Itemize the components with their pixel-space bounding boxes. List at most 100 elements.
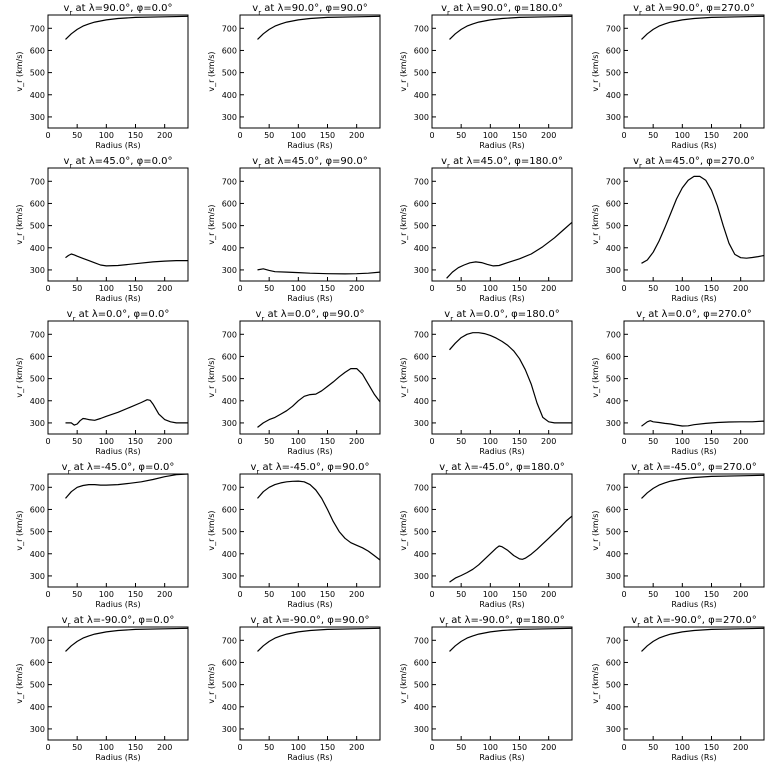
panel-title: vr at λ=0.0°, φ=0.0° [67, 309, 170, 323]
x-tick-label: 0 [621, 590, 626, 599]
panel-title: vr at λ=-45.0°, φ=270.0° [631, 462, 756, 476]
x-tick-label: 0 [45, 590, 50, 599]
phi-symbol: φ [133, 309, 140, 320]
x-tick-label: 100 [483, 131, 498, 140]
title-phi-value: =90.0 [332, 3, 363, 14]
title-v-text: v [439, 615, 445, 626]
y-tick-label: 700 [222, 24, 237, 33]
phi-symbol: φ [327, 615, 334, 626]
y-axis-label: v_r (km/s) [207, 51, 216, 91]
x-tick-label: 100 [99, 590, 114, 599]
title-lambda-value: =0.0 [98, 309, 122, 320]
y-tick-label: 600 [30, 352, 45, 361]
y-tick-label: 300 [222, 572, 237, 581]
x-tick-label: 0 [45, 437, 50, 446]
panel-title: vr at λ=45.0°, φ=270.0° [633, 156, 755, 170]
x-tick-label: 100 [675, 743, 690, 752]
degree-symbol: ° [692, 309, 697, 320]
series-line [641, 15, 765, 40]
y-tick-label: 600 [30, 505, 45, 514]
x-tick-label: 200 [349, 437, 364, 446]
title-v-text: v [444, 309, 450, 320]
y-tick-label: 400 [30, 91, 45, 100]
title-lambda-value: =45.0 [95, 156, 126, 167]
x-tick-label: 0 [621, 284, 626, 293]
lambda-symbol: λ [276, 462, 282, 473]
x-tick-label: 50 [456, 437, 466, 446]
title-phi-value: =270.0 [715, 615, 752, 626]
title-separator: , [702, 462, 708, 473]
panel-title: vr at λ=-90.0°, φ=270.0° [631, 615, 756, 629]
x-tick-label: 50 [72, 743, 82, 752]
y-tick-label: 600 [606, 46, 621, 55]
y-tick-label: 500 [30, 69, 45, 78]
degree-symbol: ° [125, 3, 130, 14]
x-tick-label: 100 [675, 590, 690, 599]
x-tick-label: 150 [512, 590, 527, 599]
x-tick-label: 150 [128, 743, 143, 752]
panel-title: vr at λ=-90.0°, φ=180.0° [439, 615, 564, 629]
degree-symbol: ° [503, 156, 508, 167]
series-line [257, 368, 381, 428]
degree-symbol: ° [752, 615, 757, 626]
panel-title: vr at λ=90.0°, φ=0.0° [63, 3, 172, 17]
series-line [65, 253, 188, 267]
title-v-text: v [63, 3, 69, 14]
y-tick-label: 400 [30, 703, 45, 712]
title-r-subscript: r [637, 621, 640, 629]
title-separator: , [505, 309, 511, 320]
plot-frame [47, 167, 189, 282]
degree-symbol: ° [695, 156, 700, 167]
title-separator: , [130, 156, 136, 167]
y-tick-label: 600 [606, 505, 621, 514]
y-tick-label: 500 [222, 69, 237, 78]
plot-frame [623, 320, 765, 435]
title-r-subscript: r [639, 9, 642, 17]
degree-symbol: ° [558, 156, 563, 167]
y-axis-label: v_r (km/s) [591, 204, 600, 244]
x-tick-label: 50 [264, 131, 274, 140]
x-tick-label: 100 [483, 284, 498, 293]
x-axis-label: Radius (Rs) [95, 447, 140, 456]
series-line [65, 627, 189, 652]
x-tick-label: 200 [349, 590, 364, 599]
x-tick-label: 150 [128, 284, 143, 293]
x-tick-label: 150 [512, 131, 527, 140]
title-at-text: at [448, 615, 464, 626]
y-tick-label: 600 [606, 199, 621, 208]
title-at-text: at [259, 462, 275, 473]
lambda-symbol: λ [87, 615, 93, 626]
y-tick-label: 600 [606, 352, 621, 361]
degree-symbol: ° [697, 615, 702, 626]
x-tick-label: 0 [45, 743, 50, 752]
y-tick-label: 300 [30, 419, 45, 428]
y-tick-label: 400 [606, 91, 621, 100]
x-tick-label: 200 [157, 131, 172, 140]
x-tick-label: 150 [320, 284, 335, 293]
y-tick-label: 600 [414, 658, 429, 667]
degree-symbol: ° [695, 3, 700, 14]
title-v-text: v [633, 3, 639, 14]
x-tick-label: 0 [429, 590, 434, 599]
title-phi-value: =270.0 [713, 3, 750, 14]
y-tick-label: 700 [606, 483, 621, 492]
y-axis-label: v_r (km/s) [399, 663, 408, 703]
x-tick-label: 150 [320, 743, 335, 752]
y-tick-label: 700 [30, 177, 45, 186]
plot-frame [431, 626, 573, 741]
x-tick-label: 200 [157, 743, 172, 752]
panel--45.0-0.0: vr at λ=-45.0°, φ=0.0°0 50 100 150 200300400… [15, 462, 189, 609]
y-tick-label: 300 [30, 266, 45, 275]
degree-symbol: ° [168, 156, 173, 167]
title-r-subscript: r [68, 621, 71, 629]
y-tick-label: 500 [606, 528, 621, 537]
phi-symbol: φ [703, 309, 710, 320]
lambda-symbol: λ [657, 615, 663, 626]
title-r-subscript: r [639, 162, 642, 170]
x-axis-label: Radius (Rs) [479, 753, 524, 762]
title-separator: , [127, 309, 133, 320]
y-tick-label: 300 [414, 266, 429, 275]
degree-symbol: ° [505, 615, 510, 626]
x-tick-label: 200 [541, 743, 556, 752]
y-tick-label: 400 [30, 397, 45, 406]
